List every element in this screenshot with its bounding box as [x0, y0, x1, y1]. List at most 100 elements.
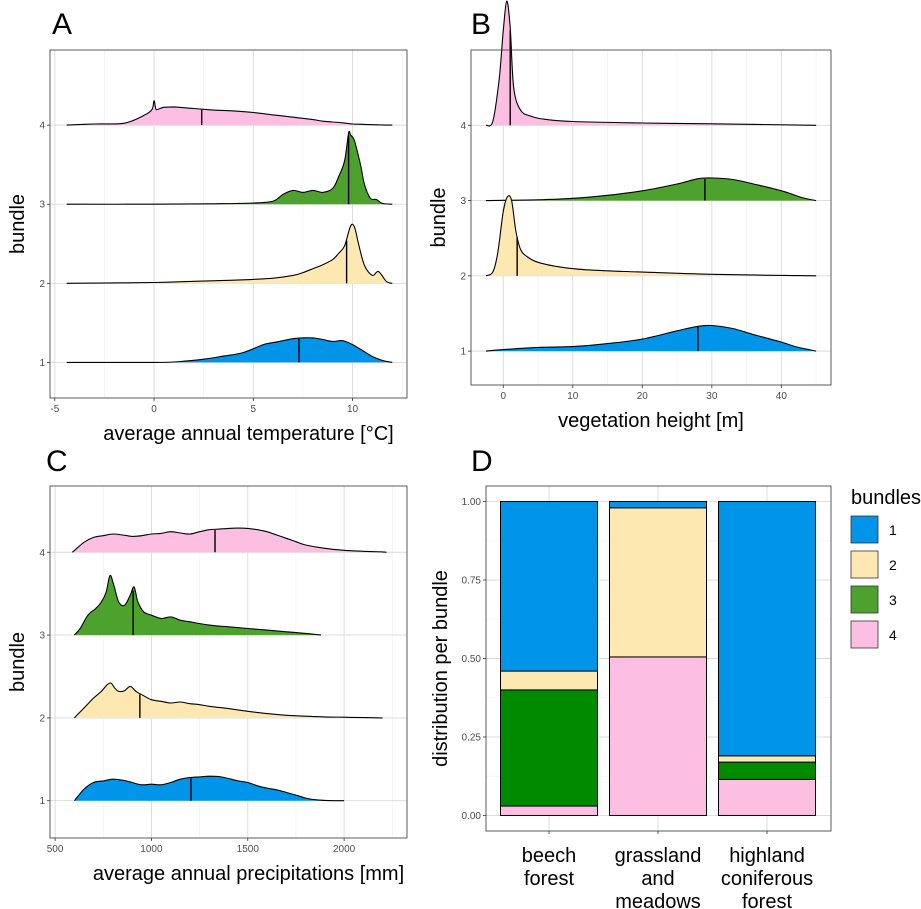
y-axis-title: bundle — [7, 632, 29, 692]
ridge-outline-3 — [73, 574, 322, 636]
legend-swatch-4 — [850, 620, 879, 649]
x-tick-label: 500 — [47, 844, 64, 855]
y-tick-label: 0.50 — [462, 654, 482, 665]
ridge-series-2 — [66, 223, 393, 284]
ridge-series-4 — [72, 527, 387, 553]
bar-segment-bundle-1 — [609, 501, 707, 509]
category-label: and — [641, 868, 674, 890]
y-tick-label: 3 — [39, 200, 45, 211]
bar-segment-bundle-4 — [500, 805, 598, 816]
ridge-area-2 — [66, 224, 393, 284]
ridge-series-1 — [66, 337, 393, 363]
bar-group-2 — [718, 501, 816, 816]
ridge-area-3 — [485, 177, 817, 201]
y-tick-label: 1.00 — [462, 497, 482, 508]
ridge-outline-3 — [66, 130, 393, 205]
y-tick-label: 2 — [39, 279, 45, 290]
category-label: forest — [524, 868, 574, 890]
ridge-outline-1 — [485, 324, 817, 352]
y-tick-label: 4 — [460, 121, 466, 132]
y-tick-label: 4 — [39, 548, 45, 559]
bar-segment-bundle-4 — [609, 656, 707, 816]
ridge-series-3 — [66, 130, 393, 205]
category-label: grassland — [615, 845, 702, 867]
y-tick-label: 3 — [39, 631, 45, 642]
x-tick-label: 10 — [567, 391, 579, 402]
panel-frame — [49, 485, 408, 839]
ridge-area-2 — [74, 682, 383, 718]
x-tick-label: 2000 — [333, 844, 356, 855]
category-label: highland — [729, 845, 805, 867]
bar-segment-bundle-2 — [500, 670, 598, 691]
ridge-outline-2 — [66, 223, 393, 284]
ridge-area-4 — [72, 528, 387, 553]
x-tick-label: 20 — [637, 391, 649, 402]
y-tick-label: 3 — [460, 196, 466, 207]
y-axis-title: distribution per bundle — [430, 570, 452, 767]
panel-b-vegetation-ridgeline: 0 10 20 30 40 1 2 3 4 vegetation height [m] bundle — [428, 0, 832, 432]
ridge-series-2 — [73, 682, 383, 719]
ridge-outline-1 — [73, 775, 345, 802]
ridge-series-4 — [66, 100, 393, 126]
bar-segment-bundle-4 — [718, 778, 816, 816]
panel-letter-c: C — [46, 445, 68, 478]
y-tick-label: 1 — [39, 358, 45, 369]
ridge-outline-1 — [66, 337, 393, 363]
ridge-outline-4 — [66, 100, 393, 126]
y-tick-label: 0.00 — [462, 811, 482, 822]
x-tick-label: 10 — [347, 404, 359, 415]
bar-segment-bundle-1 — [718, 501, 816, 757]
panel-letter-b: B — [471, 8, 491, 41]
bar-segment-bundle-1 — [500, 501, 598, 672]
ridge-area-4 — [485, 1, 817, 126]
x-tick-label: 1000 — [140, 844, 163, 855]
ridge-series-3 — [485, 177, 817, 202]
x-axis-title: vegetation height [m] — [558, 410, 744, 432]
bar-group-1 — [609, 501, 707, 816]
y-tick-label: 4 — [39, 121, 45, 132]
legend-swatch-1 — [850, 515, 879, 544]
category-label: coniferous — [721, 868, 813, 890]
x-tick-label: 30 — [706, 391, 718, 402]
ridge-outline-3 — [485, 177, 817, 202]
panel-letter-a: A — [52, 8, 72, 41]
ridge-area-2 — [485, 195, 817, 276]
ridge-series-1 — [73, 775, 345, 802]
ridge-outline-4 — [72, 527, 387, 553]
legend-title: bundles — [851, 487, 921, 509]
bar-group-0 — [500, 501, 598, 816]
ridge-series-3 — [73, 574, 322, 636]
category-label: forest — [742, 891, 792, 909]
x-tick-label: 5 — [251, 404, 257, 415]
x-axis-title: average annual precipitations [mm] — [93, 863, 404, 885]
legend-label: 4 — [889, 627, 897, 643]
y-tick-label: 2 — [460, 271, 466, 282]
x-tick-label: 1500 — [237, 844, 260, 855]
ridge-area-4 — [66, 100, 393, 126]
panel-frame — [49, 49, 408, 399]
ridge-area-3 — [66, 131, 393, 205]
x-axis-title: average annual temperature [°C] — [103, 423, 393, 445]
x-tick-label: -5 — [50, 404, 59, 415]
legend-swatch-2 — [850, 550, 879, 579]
legend-label: 2 — [889, 557, 897, 573]
panel-frame — [470, 49, 832, 386]
legend: bundles 1 2 3 4 — [850, 487, 921, 649]
x-tick-label: 0 — [500, 391, 506, 402]
category-label: meadows — [615, 891, 701, 909]
bar-segment-bundle-3 — [718, 761, 816, 780]
ridge-area-3 — [74, 575, 322, 636]
ridge-series-2 — [485, 195, 817, 277]
ridge-outline-4 — [485, 0, 817, 127]
legend-label: 3 — [889, 592, 897, 608]
y-axis-title: bundle — [7, 194, 29, 254]
ridge-area-1 — [66, 337, 393, 363]
y-tick-label: 0.25 — [462, 732, 482, 743]
legend-swatch-3 — [850, 585, 879, 614]
y-tick-label: 0.75 — [462, 576, 482, 587]
panel-letter-d: D — [471, 445, 493, 478]
ridge-outline-2 — [485, 195, 817, 277]
category-label: beech — [522, 845, 577, 867]
ridge-series-4 — [485, 0, 817, 127]
